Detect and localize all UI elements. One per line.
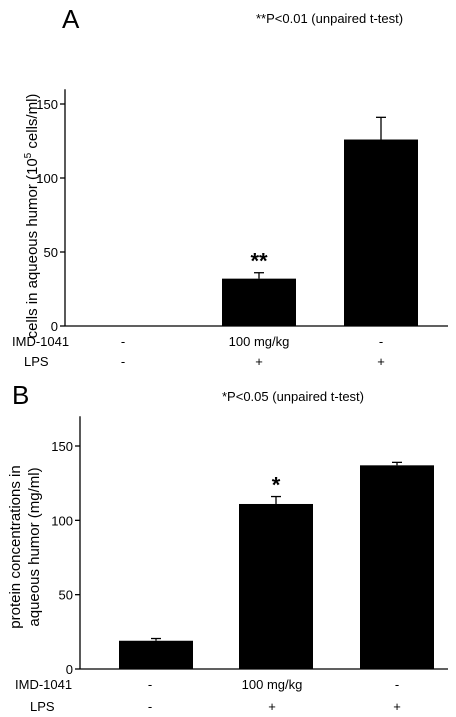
panel-b-cell-imd-2: 100 mg/kg bbox=[242, 677, 303, 692]
panel-b-bar-1 bbox=[119, 640, 193, 669]
panel-b-letter: B bbox=[12, 380, 29, 410]
panel-b-y-ticks: 0 50 100 150 bbox=[51, 439, 73, 677]
panel-b-significance-2: * bbox=[272, 473, 281, 498]
panel-b-bar-2 bbox=[239, 503, 313, 669]
panel-a-ytick-label-0: 0 bbox=[51, 319, 58, 334]
panel-a: A **P<0.01 (unpaired t-test) 0 50 100 15… bbox=[12, 4, 448, 369]
panel-a-ylabel-sup: 5 bbox=[23, 152, 34, 158]
panel-a-axes bbox=[60, 89, 448, 327]
panel-b-y-axis-label-line2: aqueous humor (mg/ml) bbox=[26, 467, 43, 626]
panel-a-ytick-label-150: 150 bbox=[36, 97, 58, 112]
panel-a-bar-3 bbox=[344, 139, 418, 326]
panel-a-bar-2 bbox=[222, 278, 296, 326]
panel-a-bars: ** bbox=[222, 116, 418, 326]
panel-a-cell-imd-2: 100 mg/kg bbox=[229, 334, 290, 349]
panel-b-axes bbox=[75, 416, 448, 670]
panel-b-annotation: *P<0.05 (unpaired t-test) bbox=[222, 389, 364, 404]
panel-a-letter: A bbox=[62, 4, 80, 34]
panel-b-bars: * bbox=[119, 461, 434, 669]
panel-b-y-axis-label-line1: protein concentrations in bbox=[7, 465, 24, 628]
panel-a-row-label-imd: IMD-1041 bbox=[12, 334, 69, 349]
panel-a-ylabel-tail: cells/ml) bbox=[24, 94, 41, 153]
panel-b: B *P<0.05 (unpaired t-test) 0 50 100 150… bbox=[7, 380, 448, 714]
panel-a-cell-lps-3: + bbox=[377, 354, 385, 369]
panel-b-ytick-label-50: 50 bbox=[59, 588, 73, 603]
panel-b-ytick-label-150: 150 bbox=[51, 439, 73, 454]
panel-b-ytick-label-100: 100 bbox=[51, 513, 73, 528]
panel-b-row-label-lps: LPS bbox=[30, 699, 55, 714]
panel-a-row-label-lps: LPS bbox=[24, 354, 49, 369]
panel-a-annotation: **P<0.01 (unpaired t-test) bbox=[256, 11, 403, 26]
panel-a-cell-imd-1: - bbox=[121, 334, 125, 349]
panel-a-ytick-label-100: 100 bbox=[36, 171, 58, 186]
panel-a-ylabel-main: cells in aqueous humor (10 bbox=[24, 158, 41, 338]
panel-b-cell-lps-2: + bbox=[268, 699, 276, 714]
panel-b-row-label-imd: IMD-1041 bbox=[15, 677, 72, 692]
panel-a-y-axis-label: cells in aqueous humor (105 cells/ml) bbox=[23, 94, 41, 339]
panel-b-cell-imd-3: - bbox=[395, 677, 399, 692]
panel-b-cell-imd-1: - bbox=[148, 677, 152, 692]
panel-b-cell-lps-3: + bbox=[393, 699, 401, 714]
panel-a-cell-imd-3: - bbox=[379, 334, 383, 349]
panel-a-y-ticks: 0 50 100 150 bbox=[36, 97, 58, 334]
panel-a-cell-lps-2: + bbox=[255, 354, 263, 369]
panel-b-bar-3 bbox=[360, 465, 434, 669]
panel-b-ytick-label-0: 0 bbox=[66, 662, 73, 677]
panel-a-significance-2: ** bbox=[250, 249, 268, 274]
panel-b-cell-lps-1: - bbox=[148, 699, 152, 714]
panel-a-ytick-label-50: 50 bbox=[44, 245, 58, 260]
panel-a-cell-lps-1: - bbox=[121, 354, 125, 369]
